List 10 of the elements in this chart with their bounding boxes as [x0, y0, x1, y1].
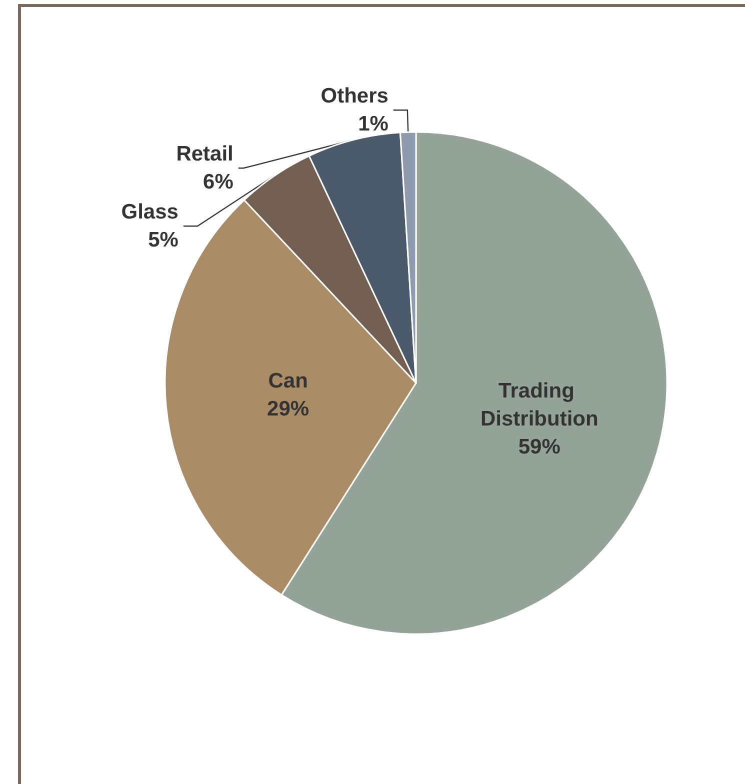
data-label: 1%: [358, 112, 389, 136]
data-label: 29%: [267, 398, 310, 421]
data-label: 6%: [203, 170, 234, 194]
slice-label: Can: [268, 370, 308, 393]
data-label: 59%: [518, 435, 561, 458]
data-label: 5%: [148, 228, 179, 252]
slice-label: Glass: [121, 200, 178, 224]
slice-label: Others: [320, 84, 388, 108]
slice-label: Trading Distribution: [480, 379, 598, 430]
slice-label: Retail: [176, 142, 234, 166]
